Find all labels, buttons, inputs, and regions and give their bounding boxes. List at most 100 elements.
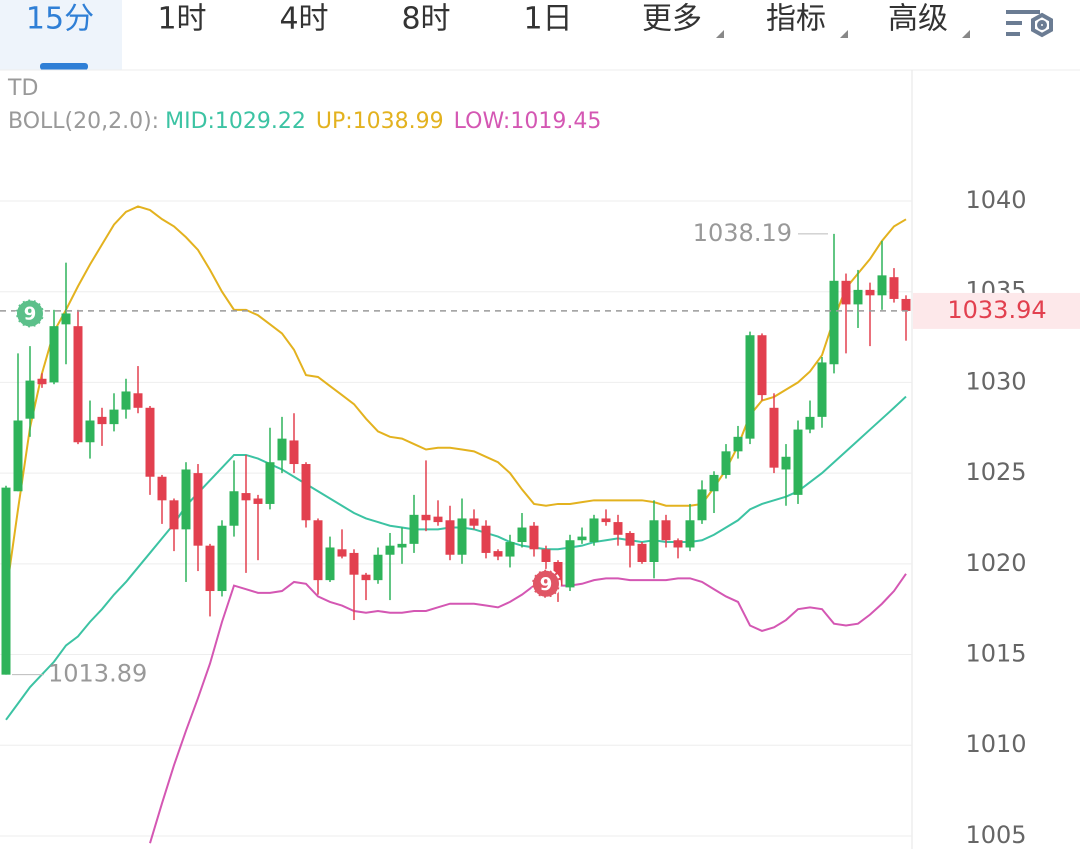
candle-body	[313, 520, 323, 581]
candle-body	[73, 326, 83, 443]
y-tick-label: 1010	[965, 730, 1026, 758]
candle-body	[541, 549, 551, 562]
candle-body	[505, 542, 515, 557]
candle-body	[121, 391, 131, 410]
candle-body	[433, 516, 443, 523]
last-price-label: 1033.94	[947, 296, 1046, 324]
settings-icon[interactable]	[1006, 10, 1053, 38]
candle-body	[61, 313, 71, 325]
dropdown-arrows	[716, 30, 970, 38]
candle-body	[757, 335, 767, 396]
min-label: 1013.89	[48, 660, 147, 688]
legend-entry: UP:1038.99	[316, 109, 444, 134]
candle-body	[853, 289, 863, 305]
tab[interactable]: 高级	[888, 2, 948, 37]
candle-body	[877, 275, 887, 296]
candle-body	[697, 489, 707, 521]
selected-tab-bg	[0, 0, 122, 70]
candle-body	[577, 536, 587, 541]
candle-body	[781, 456, 791, 470]
candle-body	[793, 429, 803, 495]
tab[interactable]: 8时	[401, 2, 450, 37]
y-tick-label: 1025	[965, 458, 1026, 486]
candle-body	[25, 380, 35, 419]
candle-body	[1, 487, 11, 675]
legend-entry: MID:1029.22	[165, 109, 306, 134]
candle-body	[733, 436, 743, 452]
candle-body	[85, 420, 95, 443]
indicator-name: TD	[7, 76, 38, 101]
candle-body	[37, 378, 47, 385]
tab[interactable]: 1时	[157, 2, 206, 37]
candle-body	[565, 540, 575, 588]
candle-body	[745, 335, 755, 439]
candle-body	[457, 518, 467, 555]
tab[interactable]: 指标	[766, 2, 826, 37]
td-signal-label: 9	[540, 574, 553, 595]
y-tick-label: 1015	[965, 640, 1026, 668]
y-tick-label: 1030	[965, 367, 1026, 395]
candle-body	[385, 545, 395, 555]
candle-body	[169, 500, 179, 530]
tab[interactable]: 更多	[642, 2, 702, 37]
tab[interactable]: 1日	[523, 2, 572, 37]
boll-line	[5, 205, 907, 595]
candle-body	[409, 514, 419, 544]
y-tick-label: 1040	[965, 186, 1026, 214]
candle-body	[889, 277, 899, 299]
plot	[1, 205, 911, 844]
candle-body	[817, 362, 827, 417]
candle-body	[517, 527, 527, 543]
candle-body	[469, 518, 479, 526]
candle-body	[349, 552, 359, 575]
candle-body	[133, 393, 143, 408]
candle-body	[253, 498, 263, 504]
candle-body	[181, 469, 191, 530]
candle-body	[625, 532, 635, 546]
candle-body	[637, 543, 647, 562]
candle-body	[709, 474, 719, 492]
candle-body	[901, 298, 911, 311]
td-signal	[531, 568, 561, 599]
candle-body	[97, 416, 107, 425]
candle-body	[529, 525, 539, 550]
candle-body	[145, 407, 155, 477]
max-label: 1038.19	[693, 219, 792, 247]
candle-body	[13, 420, 23, 492]
candle-body	[661, 520, 671, 541]
candle-body	[337, 549, 347, 557]
candle-body	[481, 525, 491, 553]
boll-label: BOLL(20,2.0):	[8, 109, 159, 134]
candle-body	[241, 493, 251, 501]
tab[interactable]: 4时	[279, 2, 328, 37]
candle-body	[325, 547, 335, 581]
icon-dot	[1037, 20, 1047, 30]
candle-body	[373, 554, 383, 581]
candle-body	[289, 440, 299, 465]
boll-line	[5, 395, 907, 721]
candle-body	[49, 326, 59, 383]
boll-line	[149, 573, 907, 844]
candle-body	[397, 543, 407, 548]
candle-body	[109, 409, 119, 425]
candle-body	[277, 438, 287, 461]
candle-body	[265, 462, 275, 504]
candle-body	[649, 520, 659, 562]
td-signal	[15, 298, 45, 329]
candle-body	[805, 416, 815, 430]
tab-indicator	[40, 63, 88, 70]
tab[interactable]: 15分	[26, 2, 94, 37]
candle-body	[301, 464, 311, 521]
candle-body	[841, 280, 851, 305]
candle-body	[721, 451, 731, 475]
icon-hex	[1031, 12, 1053, 38]
candle-body	[601, 518, 611, 523]
candle-body	[769, 407, 779, 468]
candle-body	[229, 491, 239, 526]
candle-body	[361, 574, 371, 581]
candle-body	[613, 522, 623, 535]
candle-body	[205, 545, 215, 592]
candle-body	[157, 476, 167, 501]
legend-entry: LOW:1019.45	[454, 109, 602, 134]
